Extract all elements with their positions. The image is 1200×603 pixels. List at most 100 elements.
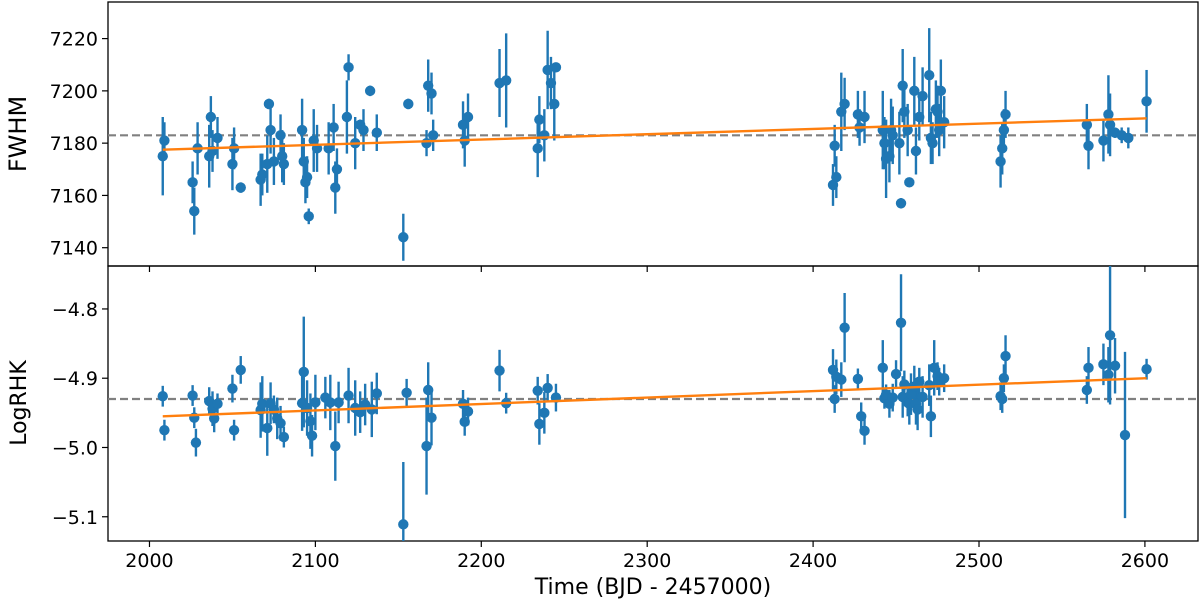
fwhm-data-point — [323, 143, 334, 154]
fwhm-data-point — [1123, 132, 1134, 144]
logrhk-data-point — [190, 437, 202, 448]
fwhm-data-point — [426, 88, 437, 99]
fwhm-data-point — [205, 111, 217, 123]
logrhk-data-point — [212, 398, 223, 410]
logrhk-data-point — [877, 362, 888, 374]
logrhk-data-point — [856, 411, 867, 422]
fwhm-data-point — [157, 151, 168, 162]
logrhk-data-point — [924, 379, 935, 391]
logrhk-data-point — [235, 364, 246, 376]
fwhm-y-ticks: 7140 7160 7180 7200 7220 — [50, 29, 108, 260]
fwhm-data-point — [308, 135, 319, 146]
logrhk-data-point — [1141, 364, 1152, 375]
fwhm-data-point — [910, 145, 922, 157]
fwhm-y-axis-label: FWHM — [4, 96, 32, 172]
logrhk-data-point — [459, 416, 470, 428]
logrhk-data-point — [914, 376, 925, 387]
fwhm-data-point — [235, 182, 246, 193]
fwhm-y-tick-label: 7180 — [50, 133, 98, 155]
fwhm-data-point — [902, 124, 913, 136]
logrhk-data-point — [343, 390, 354, 401]
fwhm-data-point — [303, 211, 314, 222]
fwhm-data-point — [212, 132, 223, 144]
logrhk-data-point — [829, 393, 840, 405]
fwhm-data-point — [364, 85, 376, 97]
logrhk-data-point — [859, 425, 870, 437]
logrhk-data-point — [1103, 369, 1114, 380]
logrhk-trend-line — [162, 377, 1147, 418]
fwhm-data-point — [534, 114, 545, 125]
logrhk-data-point — [836, 374, 847, 385]
logrhk-data-point — [997, 393, 1008, 405]
logrhk-data-point — [887, 392, 898, 403]
fwhm-data-point — [341, 111, 353, 123]
x-tick-label: 2400 — [789, 550, 837, 572]
fwhm-data-point — [296, 124, 308, 136]
fwhm-data-point — [917, 90, 928, 102]
fwhm-data-point — [331, 164, 343, 175]
fwhm-data-point — [859, 111, 870, 123]
logrhk-data-point — [306, 430, 318, 441]
fwhm-data-point — [1103, 109, 1114, 120]
fwhm-data-point — [330, 182, 341, 193]
logrhk-data-point — [938, 373, 950, 384]
fwhm-data-point — [301, 171, 313, 183]
fwhm-panel: 7140 7160 7180 7200 7220 FWHM — [4, 1, 1199, 267]
logrhk-data-point — [278, 431, 290, 443]
x-axis-label: Time (BJD - 2457000) — [534, 575, 771, 600]
fwhm-data-point — [257, 169, 268, 180]
fwhm-data-point — [899, 106, 910, 117]
logrhk-data-point — [929, 362, 940, 374]
logrhk-data-point — [426, 412, 437, 423]
fwhm-data-point — [879, 137, 890, 149]
logrhk-plot-area — [108, 266, 1198, 541]
logrhk-data-point — [532, 385, 543, 396]
fwhm-y-tick-label: 7200 — [50, 81, 98, 103]
x-axis-ticks: 2000 2100 2200 2300 2400 2500 2600 — [125, 266, 1169, 572]
logrhk-data-point — [917, 391, 928, 403]
logrhk-data-point — [1104, 330, 1116, 341]
fwhm-y-tick-label: 7160 — [50, 185, 98, 207]
logrhk-data-point — [421, 440, 432, 452]
fwhm-data-point — [1000, 109, 1011, 120]
fwhm-data-point — [328, 122, 339, 133]
fwhm-data-point — [1098, 135, 1109, 146]
fwhm-data-point — [159, 135, 170, 146]
fwhm-data-point — [895, 198, 907, 209]
fwhm-data-point — [831, 171, 842, 183]
fwhm-data-point — [894, 137, 905, 149]
logrhk-data-point — [228, 424, 240, 436]
fwhm-data-point — [932, 106, 943, 117]
fwhm-data-point — [887, 130, 898, 141]
fwhm-data-point — [995, 156, 1006, 167]
logrhk-data-point — [542, 382, 553, 394]
x-tick-label: 2500 — [955, 550, 1003, 572]
logrhk-y-tick-label: −4.8 — [52, 299, 98, 321]
logrhk-data-point — [371, 388, 382, 399]
fwhm-data-point — [933, 124, 945, 136]
logrhk-data-point — [398, 519, 409, 530]
logrhk-data-point — [1119, 429, 1131, 441]
logrhk-data-point — [1083, 362, 1094, 374]
logrhk-data-point — [262, 422, 273, 434]
fwhm-data-point — [343, 62, 354, 73]
logrhk-data-point — [310, 397, 321, 408]
logrhk-y-tick-label: −4.9 — [52, 368, 98, 390]
fwhm-data-point — [422, 80, 434, 91]
fwhm-data-point — [358, 124, 369, 136]
logrhk-data-point — [839, 322, 850, 333]
fwhm-data-point — [545, 77, 557, 89]
fwhm-data-point — [924, 69, 935, 81]
fwhm-data-point — [884, 151, 895, 162]
logrhk-y-tick-label: −5.0 — [52, 437, 98, 459]
logrhk-panel: −4.8 −4.9 −5.0 −5.1 LogRHK — [7, 265, 1199, 542]
logrhk-data-point — [462, 406, 474, 417]
logrhk-data-point — [534, 418, 545, 430]
logrhk-data-point — [275, 418, 286, 429]
fwhm-data-point — [827, 179, 839, 191]
x-tick-label: 2200 — [457, 550, 505, 572]
logrhk-data-point — [208, 413, 220, 424]
fwhm-data-point — [265, 124, 276, 136]
logrhk-data-point — [494, 365, 505, 376]
fwhm-data-point — [457, 119, 469, 131]
